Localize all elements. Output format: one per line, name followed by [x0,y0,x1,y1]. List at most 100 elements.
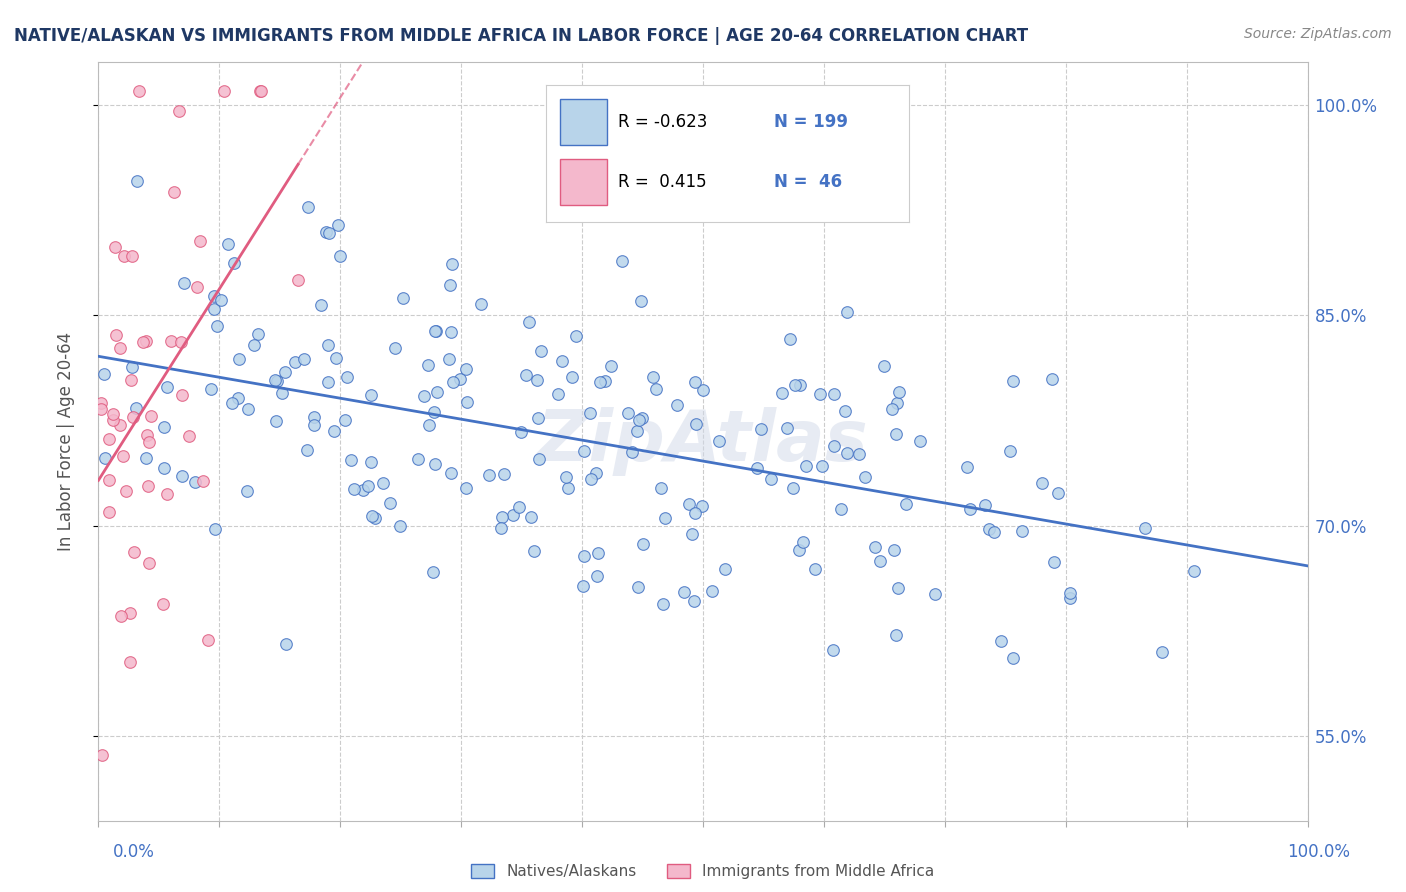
Point [440,466,463,480]
Point [110,609,132,624]
Point [1002,374,1025,388]
Point [652,597,675,611]
Point [510,425,533,440]
Point [97,505,120,519]
Point [115,484,138,499]
Point [294,352,316,367]
Point [983,525,1005,540]
Point [439,277,461,292]
Text: ZipAtlas: ZipAtlas [537,407,869,476]
Point [121,359,143,374]
Point [160,334,183,348]
Point [685,375,707,389]
Point [214,83,236,97]
Point [785,378,807,392]
Text: Source: ZipAtlas.com: Source: ZipAtlas.com [1244,27,1392,41]
Point [271,386,294,401]
Point [426,385,449,400]
Point [456,394,478,409]
Point [1000,443,1022,458]
Point [678,498,700,512]
Point [683,507,706,521]
Point [1059,586,1081,600]
Point [90,402,112,417]
Point [579,472,602,486]
Point [202,288,225,302]
Point [152,461,174,475]
Point [600,359,623,373]
Point [323,424,346,438]
Point [956,460,979,475]
Point [360,508,382,523]
Point [527,452,550,467]
Point [236,484,259,499]
Point [889,384,911,399]
Point [508,500,530,515]
Point [418,359,440,373]
Point [247,326,270,341]
Point [250,83,273,97]
Point [630,410,652,425]
Point [555,470,578,484]
Point [112,449,135,463]
Point [104,240,127,254]
Point [830,502,852,516]
Point [520,509,543,524]
Point [125,401,148,415]
Point [672,585,695,599]
Point [627,580,650,594]
Point [491,521,513,535]
Point [776,421,799,435]
Point [170,335,193,350]
Point [217,236,239,251]
Point [104,327,127,342]
Point [360,388,382,402]
Point [98,432,121,446]
Point [156,487,179,501]
Point [391,292,413,306]
Point [883,542,905,557]
Point [620,445,643,459]
Point [586,569,609,583]
Point [357,479,380,493]
Point [571,579,593,593]
Point [191,475,214,489]
Point [633,537,655,551]
Point [517,316,540,330]
Point [787,542,810,557]
Point [138,556,160,570]
Point [177,429,200,443]
Point [343,483,366,497]
Point [808,387,831,401]
Point [641,369,664,384]
Point [98,473,121,487]
Point [173,277,195,291]
Point [93,368,115,382]
Point [884,628,907,642]
Point [406,451,429,466]
Point [1011,524,1033,538]
Point [184,475,207,489]
Point [135,450,157,465]
Point [990,634,1012,648]
Point [492,467,515,481]
Point [284,354,307,368]
Point [204,522,226,536]
Point [894,497,917,511]
Point [264,373,287,387]
Point [863,540,886,554]
Point [121,250,143,264]
Point [654,511,676,525]
Text: NATIVE/ALASKAN VS IMMIGRANTS FROM MIDDLE AFRICA IN LABOR FORCE | AGE 20-64 CORRE: NATIVE/ALASKAN VS IMMIGRANTS FROM MIDDLE… [14,27,1028,45]
Point [135,428,157,442]
Point [745,461,768,475]
Point [1047,486,1070,500]
Point [1002,651,1025,665]
Point [789,378,811,392]
Point [612,254,634,268]
Point [103,407,125,421]
Point [551,354,574,368]
Point [440,325,463,339]
Point [873,359,896,373]
Point [803,561,825,575]
